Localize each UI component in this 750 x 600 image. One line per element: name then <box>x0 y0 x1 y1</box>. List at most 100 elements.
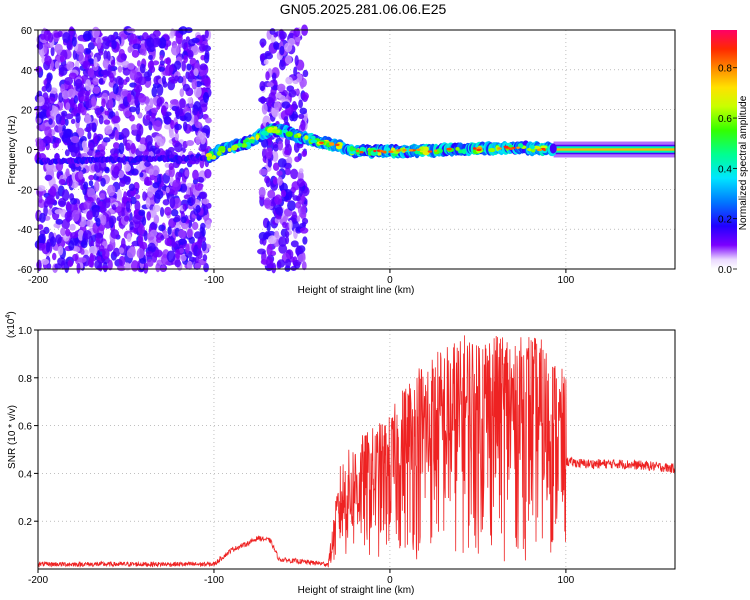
spectrogram-cell <box>49 87 58 95</box>
spectrogram-cell <box>189 57 197 66</box>
spectrogram-cell <box>94 107 103 116</box>
spectrogram-cell <box>94 260 102 270</box>
spectrogram-cell <box>138 124 144 136</box>
spectrogram-cell <box>285 76 293 85</box>
spectrogram-x-tick-label: 100 <box>558 275 575 286</box>
spectrogram-cell <box>133 209 140 215</box>
spectrogram-cell <box>476 148 482 152</box>
spectrogram-cell <box>178 229 186 239</box>
spectrogram-cell <box>123 163 131 172</box>
spectrogram-cell <box>265 147 273 159</box>
spectrogram-cell <box>159 206 165 217</box>
spectrogram-cell <box>40 258 50 265</box>
spectrogram-cell <box>472 147 477 150</box>
snr-x-tick-label: -100 <box>204 575 224 586</box>
spectrogram-marks <box>34 24 675 274</box>
spectrogram-cell <box>88 180 94 187</box>
spectrogram-cell <box>154 189 164 200</box>
spectrogram-cell <box>278 94 286 101</box>
spectrogram-cell <box>259 238 264 245</box>
spectrogram-cell <box>186 63 192 71</box>
spectrogram-cell <box>60 119 66 126</box>
snr-x-tick-label: 0 <box>387 575 393 586</box>
spectrogram-cell <box>175 248 181 260</box>
spectrogram-cell <box>264 50 271 57</box>
spectrogram-cell <box>145 197 151 209</box>
spectrogram-cell <box>58 178 66 186</box>
spectrogram-cell <box>379 149 384 153</box>
spectrogram-cell <box>83 200 92 210</box>
spectrogram-cell <box>169 196 176 209</box>
spectrogram-cell <box>277 140 284 151</box>
spectrogram-cell <box>187 97 193 104</box>
spectrogram-cell <box>82 60 91 70</box>
spectrogram-cell <box>129 196 137 205</box>
spectrogram-cell <box>276 260 282 270</box>
spectrogram-cell <box>273 143 279 152</box>
spectrogram-cell <box>87 141 94 150</box>
spectrogram-cell <box>57 30 63 38</box>
spectrogram-cell <box>146 141 153 152</box>
spectrogram-cell <box>104 167 110 174</box>
spectrogram-cell <box>204 77 211 87</box>
spectrogram-cell <box>112 247 121 257</box>
spectrogram-cell <box>84 127 92 133</box>
spectrogram-cell <box>188 236 195 244</box>
spectrogram-cell <box>87 131 92 140</box>
spectrogram-cell <box>118 170 125 178</box>
spectrogram-cell <box>99 193 106 200</box>
spectrogram-cell <box>127 62 135 70</box>
spectrogram-cell <box>46 194 55 205</box>
spectrogram-cell <box>71 36 77 47</box>
spectrogram-cell <box>87 67 95 78</box>
spectrogram-cell <box>70 135 80 144</box>
spectrogram-cell <box>349 150 356 155</box>
spectrogram-cell <box>281 101 291 109</box>
spectrogram-cell <box>427 150 433 153</box>
spectrogram-cell <box>187 71 195 80</box>
spectrogram-cell <box>139 258 147 264</box>
spectrogram-cell <box>65 228 71 237</box>
spectrogram-cell <box>96 197 101 205</box>
spectrogram-cell <box>107 259 113 271</box>
spectrogram-cell <box>37 95 45 107</box>
spectrogram-cell <box>149 65 156 74</box>
spectrogram-cell <box>549 143 557 154</box>
spectrogram-cell <box>102 36 110 42</box>
spectrogram-cell <box>150 229 158 237</box>
spectrogram-cell <box>540 145 548 149</box>
spectrogram-cell <box>106 184 116 197</box>
spectrogram-cell <box>169 99 179 105</box>
spectrogram-cell <box>46 109 51 118</box>
spectrogram-cell <box>275 206 284 216</box>
spectrogram-cell <box>64 149 70 157</box>
spectrogram-cell <box>179 253 187 262</box>
spectrogram-cell <box>277 158 287 168</box>
spectrogram-cell <box>190 194 196 206</box>
spectrogram-cell <box>152 147 161 155</box>
spectrogram-cell <box>404 147 411 153</box>
spectrogram-cell <box>131 124 137 131</box>
spectrogram-cell <box>128 183 135 192</box>
spectrogram-cell <box>66 137 72 146</box>
spectrogram-cell <box>186 260 193 270</box>
spectrogram-cell <box>302 69 309 78</box>
spectrogram-cell <box>48 102 53 112</box>
spectrogram-cell <box>446 147 452 151</box>
spectrogram-cell <box>301 205 307 213</box>
spectrogram-cell <box>267 129 273 133</box>
spectrogram-cell <box>203 91 209 103</box>
spectrogram-cell <box>136 60 141 67</box>
spectrogram-cell <box>165 57 172 66</box>
spectrogram-cell <box>135 85 141 98</box>
spectrogram-cell <box>68 26 75 36</box>
colorbar-tick-label: 0.2 <box>718 215 732 226</box>
spectrogram-cell <box>197 249 203 260</box>
spectrogram-cell <box>142 191 147 202</box>
spectrogram-cell <box>257 248 266 255</box>
spectrogram-cell <box>269 28 276 35</box>
spectrogram-cell <box>272 129 277 134</box>
spectrogram-cell <box>54 43 63 54</box>
spectrogram-cell <box>131 129 140 136</box>
